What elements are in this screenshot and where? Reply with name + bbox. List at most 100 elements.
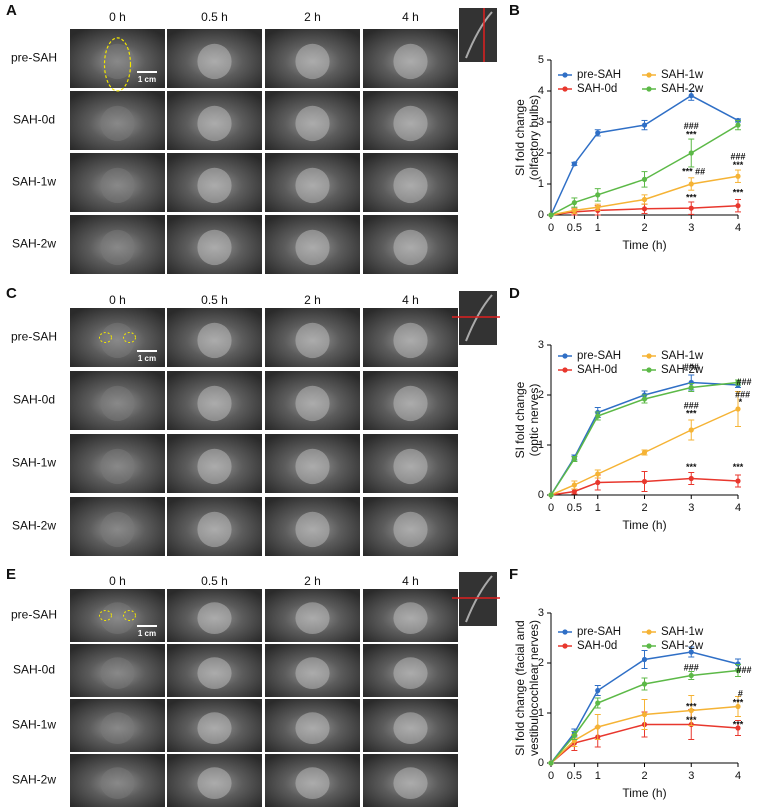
x-tick-label: 0 xyxy=(548,770,554,782)
mri-structure xyxy=(197,712,232,745)
significance-mark: *** xyxy=(733,188,744,198)
mri-structure xyxy=(295,448,330,485)
series-line xyxy=(550,705,739,764)
legend-label: SAH-1w xyxy=(661,626,704,638)
y-tick-label: 2 xyxy=(538,389,544,401)
data-point xyxy=(595,700,601,706)
column-header: 2 h xyxy=(304,574,321,588)
legend-label: SAH-1w xyxy=(661,69,704,81)
y-axis-label: (olfactory bulbs) xyxy=(527,95,541,180)
data-point xyxy=(735,667,741,674)
localizer-thumbnail xyxy=(459,291,497,345)
data-point xyxy=(735,122,741,128)
data-point xyxy=(735,478,741,484)
data-point xyxy=(595,413,601,419)
mri-structure xyxy=(197,167,232,204)
mri-structure xyxy=(100,322,135,359)
localizer-thumbnail xyxy=(459,8,497,62)
column-header: 0 h xyxy=(109,293,126,307)
x-tick-label: 0.5 xyxy=(567,770,582,782)
x-tick-label: 0.5 xyxy=(567,222,582,234)
data-point xyxy=(571,456,577,462)
column-header: 0.5 h xyxy=(201,574,228,588)
mri-structure xyxy=(393,385,428,422)
row-label: SAH-1w xyxy=(12,175,56,189)
mri-structure xyxy=(100,229,135,266)
legend-label: SAH-2w xyxy=(661,364,704,376)
significance-mark: *** xyxy=(686,408,697,418)
legend-label: SAH-0d xyxy=(577,640,617,652)
column-header: 0.5 h xyxy=(201,293,228,307)
data-point xyxy=(641,206,648,212)
data-point xyxy=(641,449,648,456)
significance-mark: *** xyxy=(686,715,697,725)
mri-structure xyxy=(393,229,428,266)
data-point xyxy=(688,205,694,211)
mri-structure xyxy=(393,511,428,548)
mri-structure xyxy=(100,511,135,548)
series-line xyxy=(550,651,739,764)
scale-bar-label: 1 cm xyxy=(138,629,156,638)
y-tick-label: 4 xyxy=(538,85,544,97)
data-point xyxy=(595,687,601,694)
column-header: 0 h xyxy=(109,574,126,588)
mri-structure xyxy=(197,322,232,359)
y-tick-label: 0 xyxy=(538,209,544,221)
row-label: pre-SAH xyxy=(11,330,57,344)
panel-letter: D xyxy=(509,285,520,302)
y-tick-label: 3 xyxy=(538,607,544,619)
data-point xyxy=(548,492,554,498)
data-point xyxy=(735,173,741,179)
data-point xyxy=(595,192,601,198)
data-point xyxy=(735,203,741,209)
data-point xyxy=(641,711,648,718)
legend-marker xyxy=(562,629,568,635)
y-tick-label: 0 xyxy=(538,757,544,769)
data-point xyxy=(571,482,577,488)
data-point xyxy=(641,478,648,485)
significance-mark: ### xyxy=(684,121,699,131)
data-point xyxy=(641,196,648,203)
y-tick-label: 0 xyxy=(538,489,544,501)
y-axis-label: vestibulocochlear nerves) xyxy=(527,620,541,756)
legend-label: pre-SAH xyxy=(577,350,621,362)
series-line xyxy=(550,124,739,216)
data-point xyxy=(688,384,694,391)
roi-outline xyxy=(99,610,112,621)
y-tick-label: 1 xyxy=(538,707,544,719)
data-point xyxy=(571,488,577,495)
data-point xyxy=(688,672,694,679)
panel-letter: B xyxy=(509,2,520,19)
mri-structure xyxy=(295,229,330,266)
row-label: SAH-1w xyxy=(12,456,56,470)
legend-label: SAH-2w xyxy=(661,640,704,652)
series-line xyxy=(550,669,739,764)
column-header: 2 h xyxy=(304,10,321,24)
mri-structure xyxy=(393,657,428,690)
mri-structure xyxy=(295,511,330,548)
significance-mark: *** xyxy=(686,129,697,139)
legend-marker xyxy=(562,643,568,649)
legend-label: SAH-0d xyxy=(577,364,617,376)
significance-mark: *** xyxy=(686,462,697,472)
localizer-anatomy xyxy=(465,11,493,59)
y-tick-label: 2 xyxy=(538,147,544,159)
data-point xyxy=(735,379,741,386)
data-point xyxy=(595,130,601,136)
data-point xyxy=(595,204,601,210)
mri-structure xyxy=(295,657,330,690)
series-line xyxy=(550,723,739,764)
row-label: SAH-2w xyxy=(12,773,56,787)
roi-outline xyxy=(99,332,112,343)
legend-marker xyxy=(646,86,652,92)
data-point xyxy=(688,475,694,482)
row-label: SAH-2w xyxy=(12,237,56,251)
x-tick-label: 0 xyxy=(548,222,554,234)
mri-structure xyxy=(197,105,232,142)
column-header: 4 h xyxy=(402,293,419,307)
x-tick-label: 0 xyxy=(548,502,554,514)
x-tick-label: 2 xyxy=(641,502,647,514)
data-point xyxy=(571,161,577,167)
mri-structure xyxy=(197,385,232,422)
row-label: SAH-1w xyxy=(12,718,56,732)
